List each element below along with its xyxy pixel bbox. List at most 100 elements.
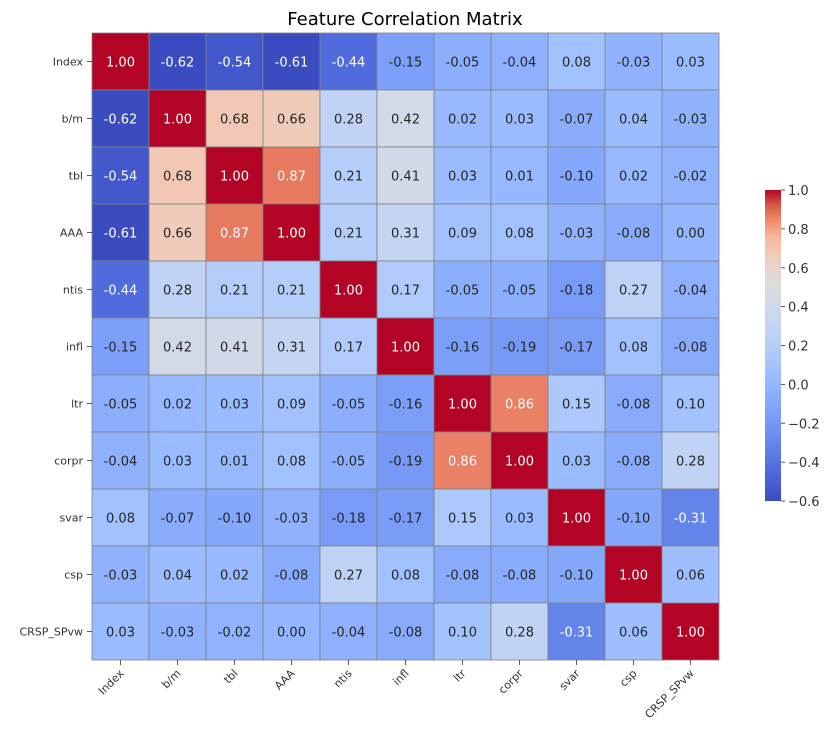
y-tick-label: corpr (54, 455, 83, 468)
heatmap-cell-6-10 (661, 374, 720, 433)
heatmap-cell-7-7 (490, 431, 549, 490)
cell-value-label-3-10: 0.00 (676, 227, 705, 242)
x-tick-label: ntis (331, 667, 355, 691)
cell-value-label-2-7: 0.01 (505, 170, 534, 185)
heatmap-cell-7-4 (319, 431, 378, 490)
cell-value-label-9-4: 0.27 (334, 569, 363, 584)
colorbar-tick-label: 0.0 (788, 378, 809, 393)
x-tick-label: csp (617, 667, 639, 689)
heatmap-cell-7-1 (148, 431, 207, 490)
x-tick-label: tbl (221, 667, 240, 686)
heatmap-cell-9-10 (661, 545, 720, 604)
y-tick-label: b/m (62, 113, 83, 126)
cell-value-label-3-7: 0.08 (505, 227, 534, 242)
heatmap-cell-4-5 (376, 260, 435, 319)
heatmap-cell-3-4 (319, 203, 378, 262)
cell-value-label-9-9: 1.00 (619, 569, 648, 584)
heatmap-cell-10-8 (547, 602, 606, 661)
cell-value-label-6-9: -0.08 (617, 398, 651, 413)
cell-value-label-5-10: -0.08 (674, 341, 708, 356)
heatmap-cell-5-10 (661, 317, 720, 376)
cell-value-label-4-1: 0.28 (163, 284, 192, 299)
cell-value-label-2-1: 0.68 (163, 170, 192, 185)
heatmap-cell-1-7 (490, 89, 549, 148)
cell-value-label-5-8: -0.17 (560, 341, 594, 356)
cell-value-label-8-3: -0.03 (275, 512, 309, 527)
heatmap-cell-0-2 (205, 32, 264, 91)
cell-value-label-9-2: 0.02 (220, 569, 249, 584)
cell-value-label-10-5: -0.08 (389, 626, 423, 641)
heatmap-cell-4-9 (604, 260, 663, 319)
heatmap-cell-9-7 (490, 545, 549, 604)
cell-value-label-4-7: -0.05 (503, 284, 537, 299)
cell-value-label-3-5: 0.31 (391, 227, 420, 242)
heatmap-cell-2-5 (376, 146, 435, 205)
heatmap-cell-8-5 (376, 488, 435, 547)
cell-value-label-5-3: 0.31 (277, 341, 306, 356)
cell-value-label-3-8: -0.03 (560, 227, 594, 242)
heatmap-cell-8-3 (262, 488, 321, 547)
heatmap-cell-6-6 (433, 374, 492, 433)
colorbar: 1.0 0.8 0.6 0.4 0.2 0.0 −0.2 −0.4 −0.6 (765, 184, 820, 510)
heatmap-cell-9-3 (262, 545, 321, 604)
cell-value-label-6-3: 0.09 (277, 398, 306, 413)
cell-value-label-9-1: 0.04 (163, 569, 192, 584)
heatmap-cell-2-2 (205, 146, 264, 205)
cell-value-label-7-10: 0.28 (676, 455, 705, 470)
cell-value-label-9-6: -0.08 (446, 569, 480, 584)
heatmap-cell-7-3 (262, 431, 321, 490)
heatmap-cell-9-0 (91, 545, 150, 604)
cell-value-label-8-2: -0.10 (218, 512, 252, 527)
heatmap-cell-6-0 (91, 374, 150, 433)
cell-value-label-5-5: 1.00 (391, 341, 420, 356)
heatmap-cell-8-8 (547, 488, 606, 547)
cell-value-label-7-3: 0.08 (277, 455, 306, 470)
cell-value-label-9-0: -0.03 (104, 569, 138, 584)
cell-value-label-10-7: 0.28 (505, 626, 534, 641)
cell-value-label-5-1: 0.42 (163, 341, 192, 356)
cell-value-label-2-10: -0.02 (674, 170, 708, 185)
heatmap-cell-8-10 (661, 488, 720, 547)
y-axis-labels: Index b/m tbl AAA ntis infl ltr corpr svar csp CRS… (19, 56, 92, 639)
heatmap-cell-6-1 (148, 374, 207, 433)
colorbar-tick-label: 0.8 (788, 223, 809, 238)
cell-value-label-3-9: -0.08 (617, 227, 651, 242)
cell-value-label-7-9: -0.08 (617, 455, 651, 470)
cell-value-label-7-2: 0.01 (220, 455, 249, 470)
cell-value-label-9-10: 0.06 (676, 569, 705, 584)
colorbar-tick-label: 1.0 (788, 184, 809, 199)
cell-value-label-1-5: 0.42 (391, 113, 420, 128)
cell-value-label-1-9: 0.04 (619, 113, 648, 128)
heatmap-cell-2-10 (661, 146, 720, 205)
cell-value-label-5-2: 0.41 (220, 341, 249, 356)
cell-value-label-6-5: -0.16 (389, 398, 423, 413)
heatmap-cell-8-2 (205, 488, 264, 547)
cell-value-label-6-7: 0.86 (505, 398, 534, 413)
x-tick-label: corpr (496, 667, 526, 697)
x-tick-label: ltr (451, 667, 469, 685)
heatmap-cell-10-10 (661, 602, 720, 661)
cell-value-label-9-8: -0.10 (560, 569, 594, 584)
heatmap-cell-7-6 (433, 431, 492, 490)
cell-value-label-4-9: 0.27 (619, 284, 648, 299)
cell-value-label-0-7: -0.04 (503, 56, 537, 71)
heatmap-cell-4-6 (433, 260, 492, 319)
chart-title: Feature Correlation Matrix (287, 9, 523, 30)
y-tick-label: csp (64, 569, 83, 582)
heatmap-cell-2-6 (433, 146, 492, 205)
cell-value-label-8-5: -0.17 (389, 512, 423, 527)
heatmap-cell-5-3 (262, 317, 321, 376)
cell-value-label-0-0: 1.00 (106, 56, 135, 71)
cell-value-label-8-8: 1.00 (562, 512, 591, 527)
cell-value-label-6-6: 1.00 (448, 398, 477, 413)
heatmap-cell-4-3 (262, 260, 321, 319)
cell-value-label-2-9: 0.02 (619, 170, 648, 185)
x-tick-label: svar (557, 667, 583, 693)
heatmap-cell-0-5 (376, 32, 435, 91)
cell-value-label-2-0: -0.54 (104, 170, 138, 185)
heatmap-cell-8-9 (604, 488, 663, 547)
cell-value-label-10-4: -0.04 (332, 626, 366, 641)
cell-value-label-4-4: 1.00 (334, 284, 363, 299)
